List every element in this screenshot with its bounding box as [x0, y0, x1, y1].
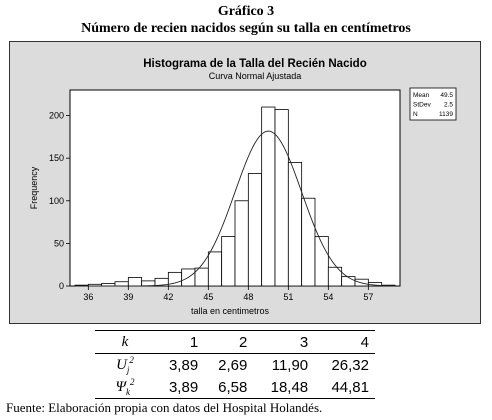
data-table: k 1 2 3 4 Uj2 3,89 2,69 11,90 26,32 Ψk2 … [95, 330, 375, 399]
histogram-bar [207, 251, 223, 287]
table-header-row: k 1 2 3 4 [95, 330, 375, 354]
table-row: Uj2 3,89 2,69 11,90 26,32 [95, 354, 375, 377]
stats-value: 49.5 [440, 92, 453, 99]
histogram-bar [287, 162, 303, 287]
psi-value: 6,58 [204, 376, 254, 399]
chart-subtitle: Curva Normal Ajustada [209, 71, 302, 81]
psi-value: 18,48 [253, 376, 315, 399]
histogram-bar [261, 106, 276, 287]
x-tick-label: 42 [163, 292, 173, 302]
histogram-bar [234, 200, 249, 287]
k-value: 3 [253, 330, 315, 354]
histogram-bar [341, 276, 356, 287]
histogram-chart: Histograma de la Talla del Recién Nacido… [9, 41, 481, 324]
stats-legend-box: Mean 49.5 StDev 2.5 N 1139 [409, 87, 457, 121]
y-axis: 0 50 100 150 200 [49, 111, 70, 291]
k-value: 2 [204, 330, 254, 354]
u-value: 2,69 [218, 356, 248, 374]
histogram-bar [114, 281, 129, 287]
stats-box-frame [409, 87, 457, 121]
histogram-bar [247, 173, 263, 287]
u-value: 26,32 [331, 356, 369, 374]
psi-value: 44,81 [314, 376, 375, 399]
x-tick-label: 48 [243, 292, 253, 302]
x-tick-label: 54 [323, 292, 333, 302]
stats-value: 1139 [439, 111, 453, 118]
histogram-bar [314, 236, 329, 287]
x-axis: 36 39 42 45 48 51 54 57 [83, 286, 373, 302]
x-tick-label: 51 [283, 292, 293, 302]
y-tick-label: 0 [59, 281, 64, 291]
histogram-svg: Histograma de la Talla del Recién Nacido… [29, 58, 457, 316]
histogram-bar [221, 236, 236, 287]
k-value: 4 [314, 330, 375, 354]
source-note: Fuente: Elaboración propia con datos del… [6, 400, 323, 415]
u-row-label: Uj2 [116, 355, 134, 375]
normal-fit-curve [75, 130, 396, 287]
stats-label: Mean [413, 92, 430, 99]
x-tick-label: 39 [123, 292, 133, 302]
chart-title: Histograma de la Talla del Recién Nacido [143, 58, 366, 70]
x-tick-label: 45 [203, 292, 213, 302]
u-value: 3,89 [168, 356, 199, 374]
x-tick-label: 57 [363, 292, 373, 302]
u-value: 11,90 [271, 356, 309, 374]
y-tick-label: 200 [49, 111, 64, 121]
psi-value: 3,89 [155, 376, 205, 399]
histogram-bar [127, 277, 143, 287]
stats-label: StDev [413, 102, 431, 109]
x-axis-label: talla en centimetros [191, 306, 270, 316]
x-tick-label: 36 [83, 292, 93, 302]
y-tick-label: 50 [54, 238, 64, 248]
psi-row-label: Ψk2 [95, 376, 155, 399]
figure-title: Gráfico 3 [217, 4, 275, 19]
y-axis-label: Frequency [29, 166, 39, 209]
table-row: Ψk2 3,89 6,58 18,48 44,81 [95, 376, 375, 399]
stats-value: 2.5 [444, 102, 453, 109]
figure-subtitle: Número de recien nacidos según su talla … [81, 21, 411, 36]
y-tick-label: 100 [49, 196, 64, 206]
k-header: k [95, 330, 155, 354]
k-value: 1 [155, 330, 205, 354]
stats-label: N [413, 111, 418, 118]
y-tick-label: 150 [49, 153, 64, 163]
